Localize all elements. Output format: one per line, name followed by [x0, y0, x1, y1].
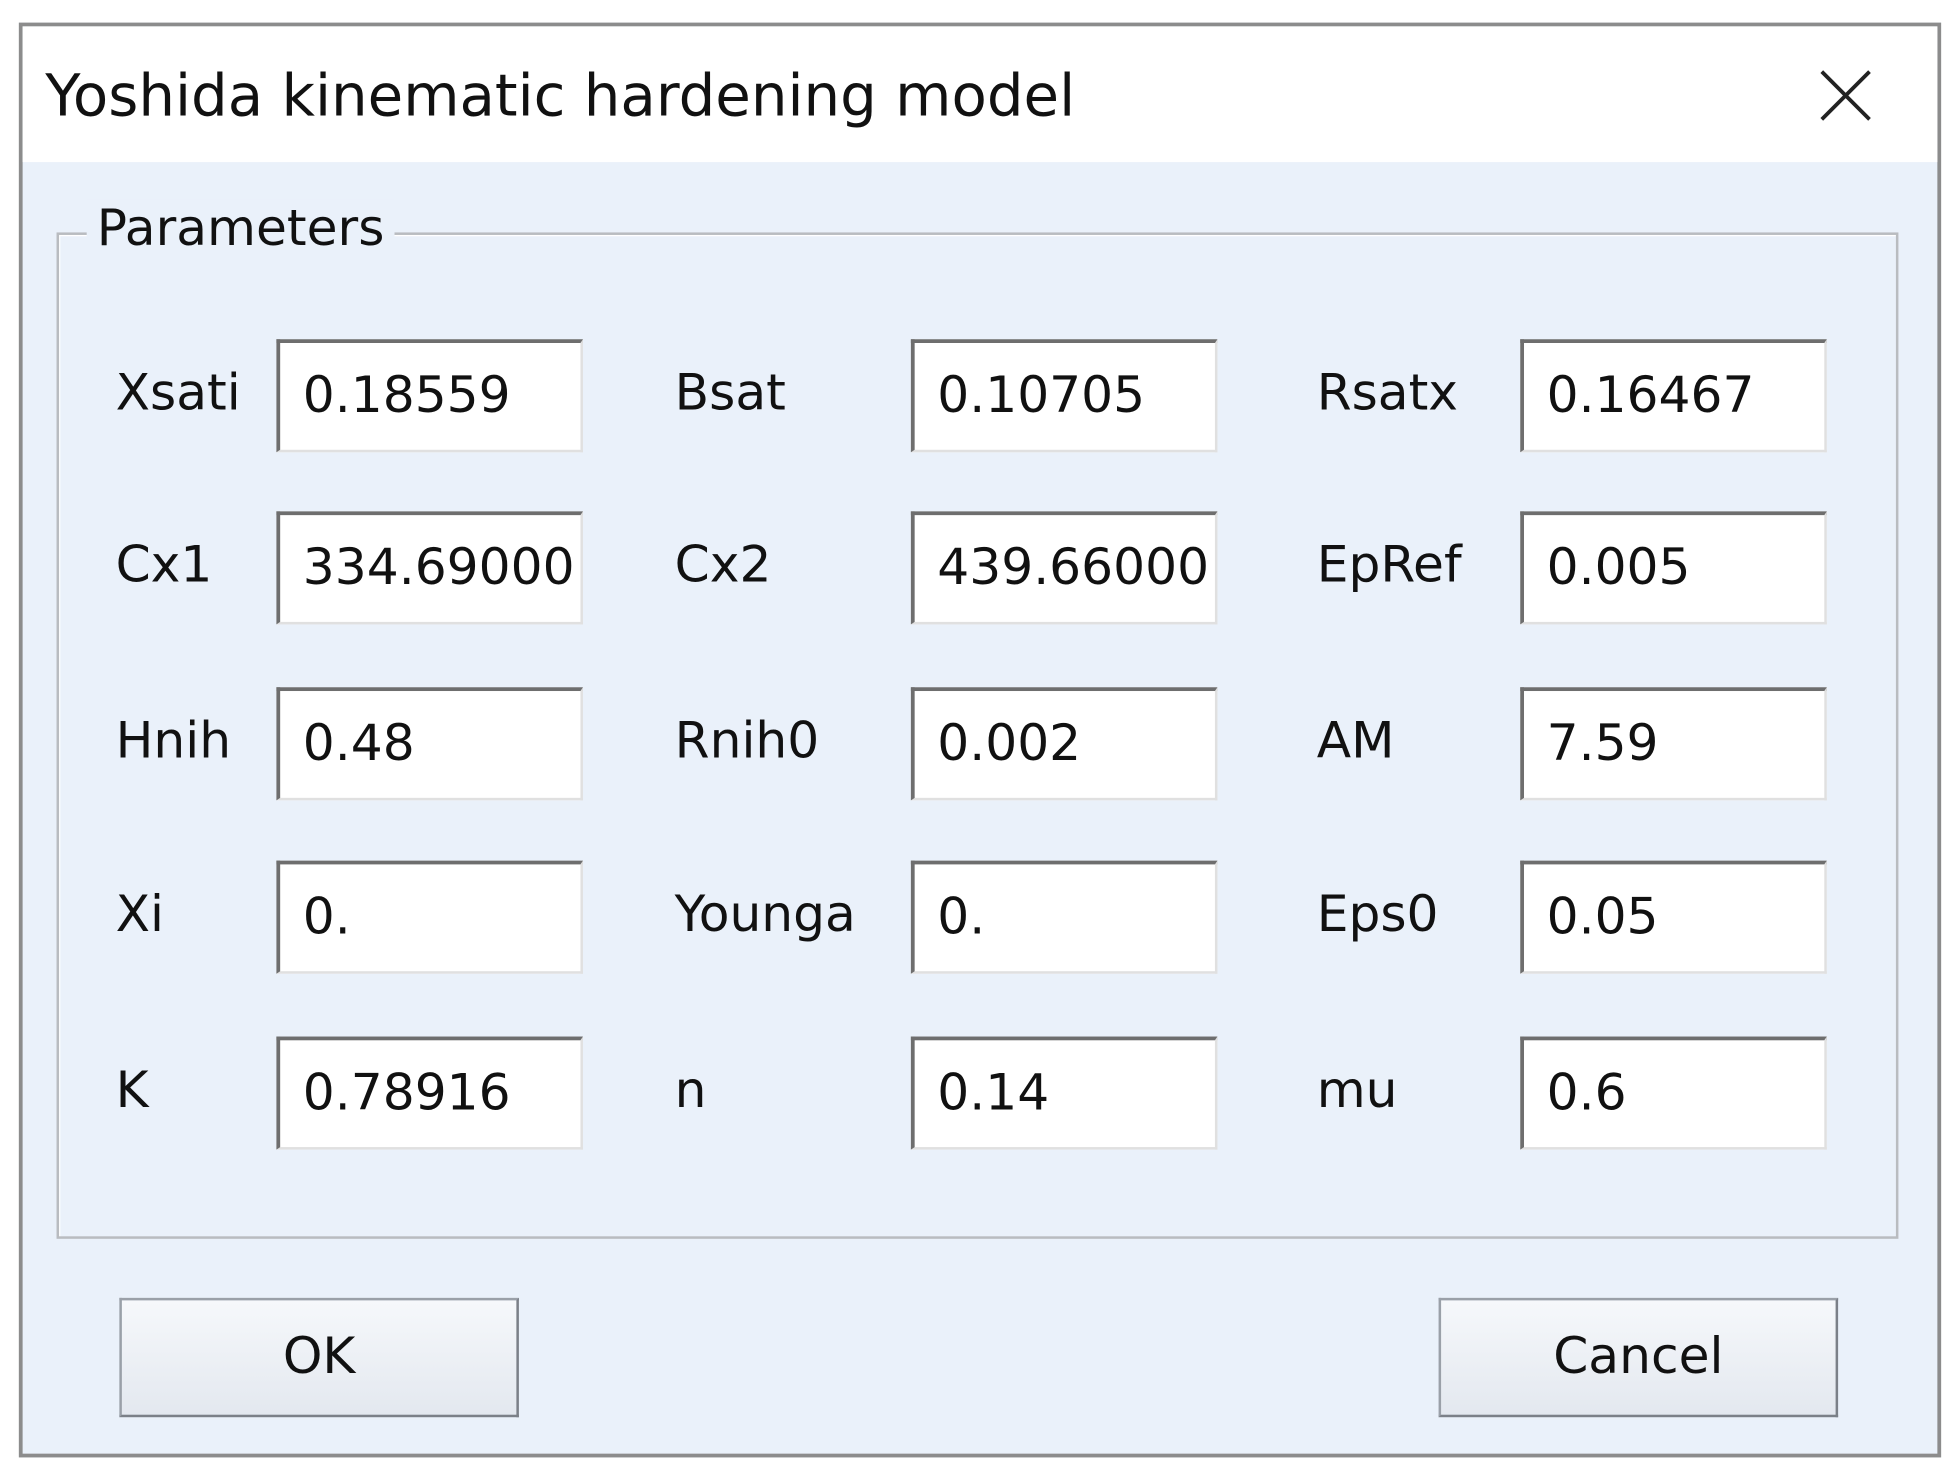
- ok-button[interactable]: OK: [119, 1297, 519, 1418]
- field-input[interactable]: 0.: [910, 860, 1218, 974]
- group-label: Parameters: [86, 199, 395, 258]
- field-input[interactable]: 0.18559: [276, 339, 583, 453]
- field-input[interactable]: 0.10705: [910, 339, 1218, 453]
- field-input[interactable]: 0.14: [910, 1036, 1218, 1150]
- field-label: n: [674, 1061, 707, 1120]
- field-label: Hnih: [115, 712, 232, 771]
- field-input[interactable]: 0.: [276, 860, 583, 974]
- field-input[interactable]: 0.05: [1520, 860, 1827, 974]
- field-input[interactable]: 439.66000: [910, 511, 1218, 625]
- dialog: Yoshida kinematic hardening model Parame…: [18, 22, 1942, 1458]
- field-label: Rsatx: [1316, 364, 1459, 423]
- dialog-title: Yoshida kinematic hardening model: [45, 61, 1076, 130]
- field-label: AM: [1316, 712, 1395, 771]
- field-label: Bsat: [674, 364, 786, 423]
- field-label: Xsati: [115, 364, 241, 423]
- field-label: Cx1: [115, 536, 213, 595]
- cancel-button[interactable]: Cancel: [1438, 1297, 1839, 1418]
- field-label: Rnih0: [674, 712, 820, 771]
- field-label: Eps0: [1316, 885, 1439, 944]
- field-input[interactable]: 334.69000: [276, 511, 583, 625]
- field-label: mu: [1316, 1061, 1398, 1120]
- field-input[interactable]: 0.78916: [276, 1036, 583, 1150]
- field-label: Xi: [115, 885, 164, 944]
- close-button[interactable]: [1819, 69, 1872, 122]
- field-input[interactable]: 0.6: [1520, 1036, 1827, 1150]
- field-input[interactable]: 0.48: [276, 687, 583, 801]
- title-bar: Yoshida kinematic hardening model: [22, 26, 1938, 163]
- field-label: Cx2: [674, 536, 772, 595]
- field-input[interactable]: 0.16467: [1520, 339, 1827, 453]
- field-label: Younga: [674, 885, 856, 944]
- field-input[interactable]: 7.59: [1520, 687, 1827, 801]
- field-label: K: [115, 1061, 149, 1120]
- field-label: EpRef: [1316, 536, 1462, 595]
- field-input[interactable]: 0.005: [1520, 511, 1827, 625]
- field-input[interactable]: 0.002: [910, 687, 1218, 801]
- group-box: Parameters: [56, 199, 1899, 1239]
